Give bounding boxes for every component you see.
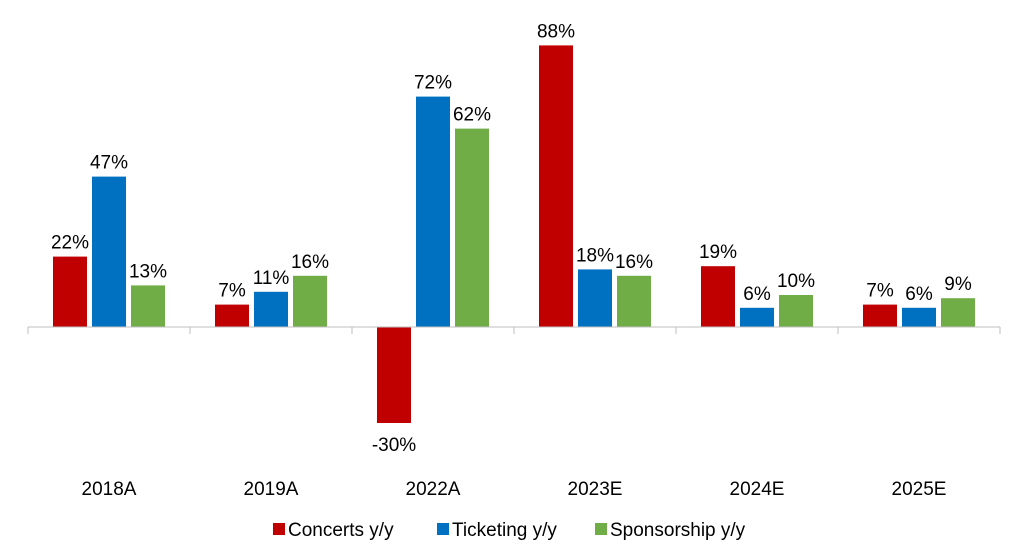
category-label: 2022A: [406, 479, 461, 500]
data-label: 11%: [253, 268, 290, 289]
data-label: 9%: [944, 274, 972, 295]
category-label: 2018A: [82, 479, 137, 500]
bar-2022a-series-2: [455, 128, 489, 327]
legend-swatch: [273, 523, 285, 535]
x-axis: [27, 326, 1001, 334]
bar-2024e-series-1: [740, 307, 774, 327]
legend-swatch: [595, 523, 607, 535]
category-label: 2024E: [730, 479, 785, 500]
data-label: 10%: [777, 271, 815, 292]
data-label: 16%: [291, 252, 329, 273]
legend-swatch: [437, 523, 449, 535]
data-label: 72%: [414, 73, 452, 94]
bar-2019a-series-0: [215, 304, 249, 327]
data-label: 6%: [743, 284, 771, 305]
bar-2025e-series-1: [902, 307, 936, 327]
legend-label: Sponsorship y/y: [610, 520, 746, 541]
data-label: 6%: [905, 284, 933, 305]
data-label: 13%: [129, 261, 167, 282]
data-label: 18%: [576, 245, 614, 266]
bar-2023e-series-0: [539, 45, 573, 328]
bar-2023e-series-2: [617, 275, 651, 327]
data-label: 88%: [537, 21, 575, 42]
data-label: 19%: [699, 242, 737, 263]
data-label: -30%: [372, 435, 416, 456]
data-labels-layer: 22%47%13%7%11%16%-30%72%62%88%18% 16% 19%6…: [51, 21, 972, 456]
bar-2019a-series-1: [254, 291, 288, 327]
bar-2024e-series-0: [701, 266, 735, 327]
legend-label: Concerts y/y: [288, 520, 394, 541]
bar-2025e-series-0: [863, 304, 897, 327]
data-label: 22%: [51, 233, 89, 254]
category-label: 2019A: [244, 479, 299, 500]
bar-2018a-series-2: [131, 285, 165, 327]
legend: Concerts y/y Ticketing y/y Sponsorship y/y: [273, 520, 746, 541]
bar-2018a-series-1: [92, 176, 126, 327]
bar-2018a-series-0: [53, 256, 87, 327]
bar-2022a-series-0: [377, 327, 411, 423]
data-label: 47%: [90, 153, 128, 174]
bar-2025e-series-2: [941, 298, 975, 327]
bar-2019a-series-2: [293, 275, 327, 327]
legend-label: Ticketing y/y: [452, 520, 557, 541]
category-label: 2025E: [892, 479, 947, 500]
category-labels-layer: 2018A 2019A 2022A 2023E 2024E 2025E: [82, 479, 947, 500]
bar-2024e-series-2: [779, 295, 813, 327]
category-label: 2023E: [568, 479, 623, 500]
bar-2022a-series-1: [416, 96, 450, 327]
bars-layer: [53, 45, 975, 423]
bar-2023e-series-1: [578, 269, 612, 327]
data-label: 16%: [615, 252, 653, 273]
data-label: 7%: [218, 281, 246, 302]
data-label: 62%: [453, 105, 491, 126]
data-label: 7%: [866, 281, 894, 302]
